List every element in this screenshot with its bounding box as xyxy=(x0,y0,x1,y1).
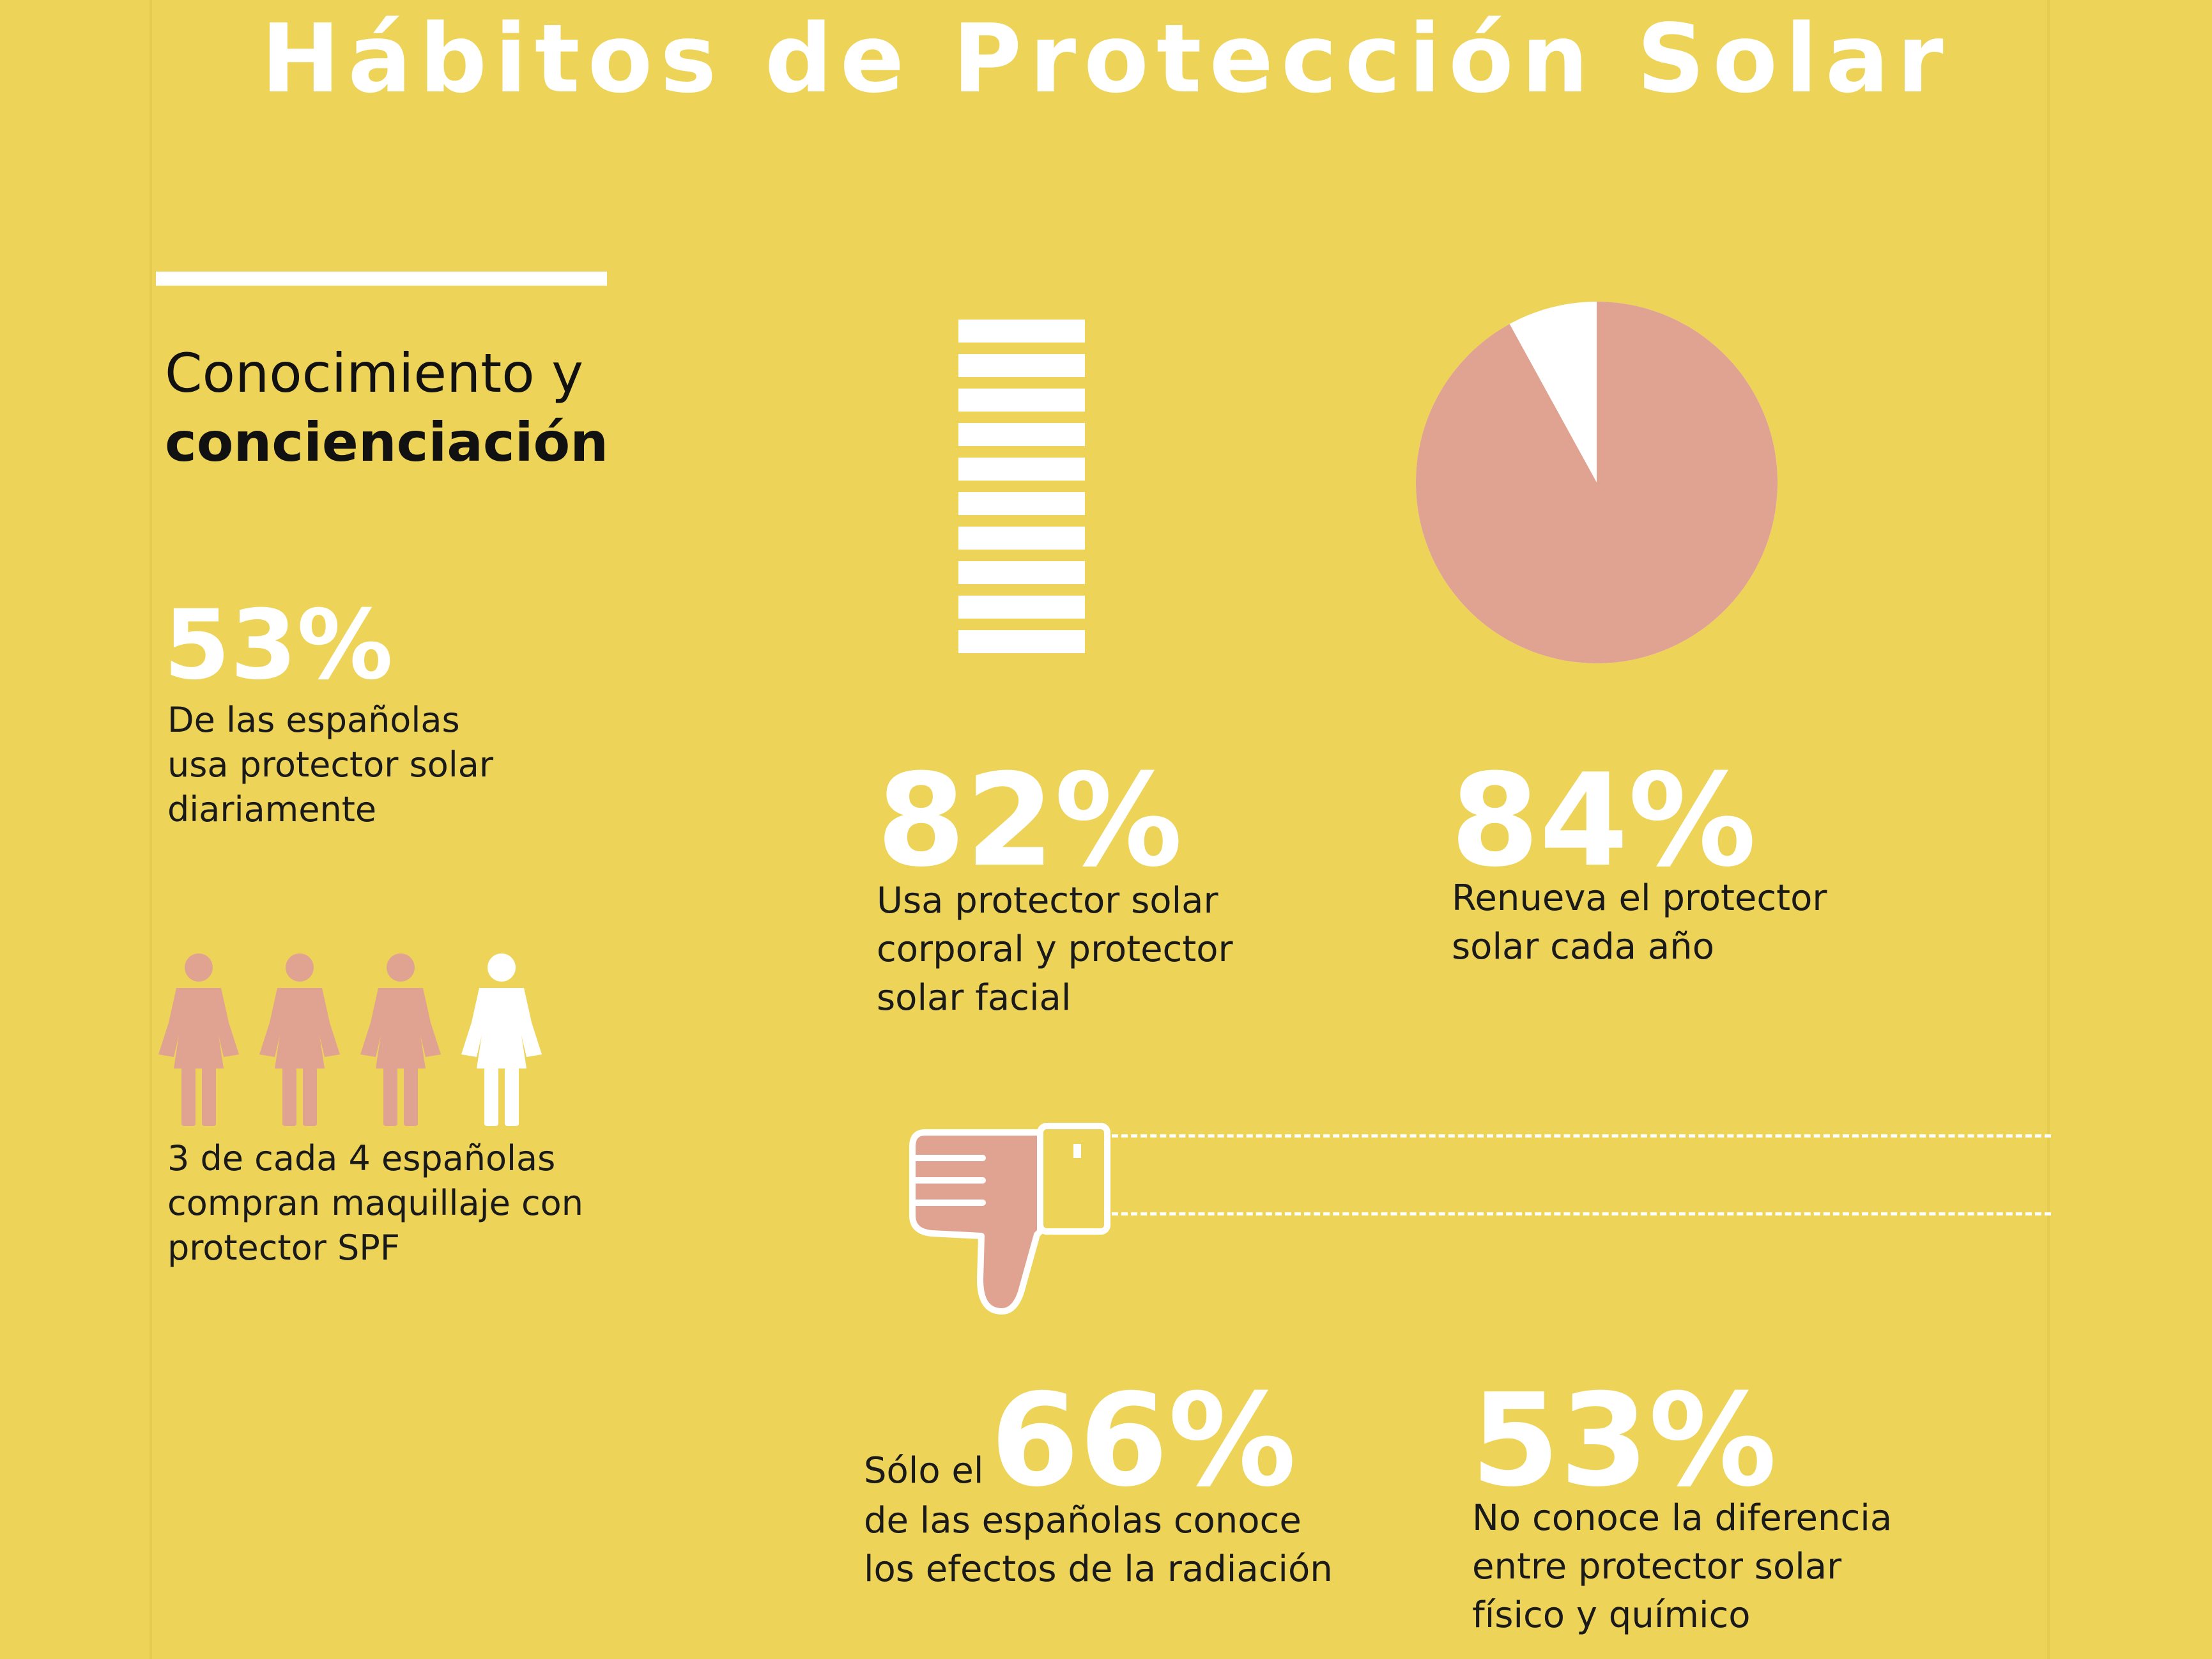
stat-radiation-prefix: Sólo el xyxy=(864,1450,984,1492)
stacked-bar xyxy=(958,389,1085,412)
stat-makeup-line: compran maquillaje con xyxy=(167,1183,583,1223)
stat-daily-line: usa protector solar xyxy=(167,745,494,785)
stat-daily-value: 53% xyxy=(164,590,394,701)
woman-icon xyxy=(460,952,543,1126)
stat-makeup-line: protector SPF xyxy=(167,1228,400,1268)
woman-icon xyxy=(258,952,341,1126)
section-divider xyxy=(156,272,607,286)
woman-icon xyxy=(359,952,442,1126)
stacked-bar xyxy=(958,527,1085,550)
stacked-bar xyxy=(958,561,1085,584)
stacked-bar xyxy=(958,423,1085,446)
stat-difference-value: 53% xyxy=(1471,1366,1777,1515)
stacked-bar xyxy=(958,458,1085,481)
stat-difference-line: físico y químico xyxy=(1472,1594,1751,1636)
stat-renew-text: Renueva el protector solar cada año xyxy=(1452,874,1827,971)
stat-renew-line: Renueva el protector xyxy=(1452,877,1827,919)
stat-difference-line: entre protector solar xyxy=(1472,1546,1842,1587)
page-title: Hábitos de Protección Solar xyxy=(261,4,1951,114)
stat-makeup-line: 3 de cada 4 españolas xyxy=(167,1138,556,1178)
thumbs-down-icon xyxy=(909,1123,1110,1315)
section-heading-line2: concienciación xyxy=(165,411,609,474)
stat-body-face-line: Usa protector solar xyxy=(877,880,1218,922)
stat-radiation-line: de las españolas conoce xyxy=(864,1500,1302,1541)
stat-makeup-text: 3 de cada 4 españolas compran maquillaje… xyxy=(167,1136,583,1270)
stat-renew-value: 84% xyxy=(1450,746,1756,895)
stat-radiation-value: 66% xyxy=(990,1366,1296,1515)
frame-right-border xyxy=(2047,0,2050,1659)
stacked-bar xyxy=(958,596,1085,619)
section-heading-line1: Conocimiento y xyxy=(165,342,584,405)
stat-body-face-line: solar facial xyxy=(877,977,1071,1019)
section-heading: Conocimiento y concienciación xyxy=(165,339,608,477)
dashed-divider xyxy=(1112,1134,2051,1138)
stat-radiation-line: los efectos de la radiación xyxy=(864,1548,1333,1590)
stat-body-face-line: corporal y protector xyxy=(877,929,1233,970)
stacked-bar xyxy=(958,320,1085,343)
stat-radiation-text: de las españolas conoce los efectos de l… xyxy=(864,1497,1333,1594)
stat-daily-line: De las españolas xyxy=(167,700,460,740)
pie-slice xyxy=(1416,302,1778,663)
dashed-divider xyxy=(1112,1212,2051,1215)
women-icon-row xyxy=(157,952,561,1129)
pie-chart-icon xyxy=(1416,302,1778,663)
stacked-bar xyxy=(958,354,1085,377)
woman-icon xyxy=(157,952,240,1126)
stat-daily-line: diariamente xyxy=(167,789,377,830)
stat-difference-line: No conoce la diferencia xyxy=(1472,1497,1893,1539)
stacked-bars-icon xyxy=(958,320,1085,665)
stat-renew-line: solar cada año xyxy=(1452,926,1714,968)
frame-left-border xyxy=(150,0,152,1659)
stat-body-face-text: Usa protector solar corporal y protector… xyxy=(877,877,1233,1022)
stacked-bar xyxy=(958,630,1085,653)
stat-body-face-value: 82% xyxy=(877,746,1183,895)
stat-daily-text: De las españolas usa protector solar dia… xyxy=(167,698,493,832)
stacked-bar xyxy=(958,492,1085,515)
stat-difference-text: No conoce la diferencia entre protector … xyxy=(1472,1494,1892,1640)
